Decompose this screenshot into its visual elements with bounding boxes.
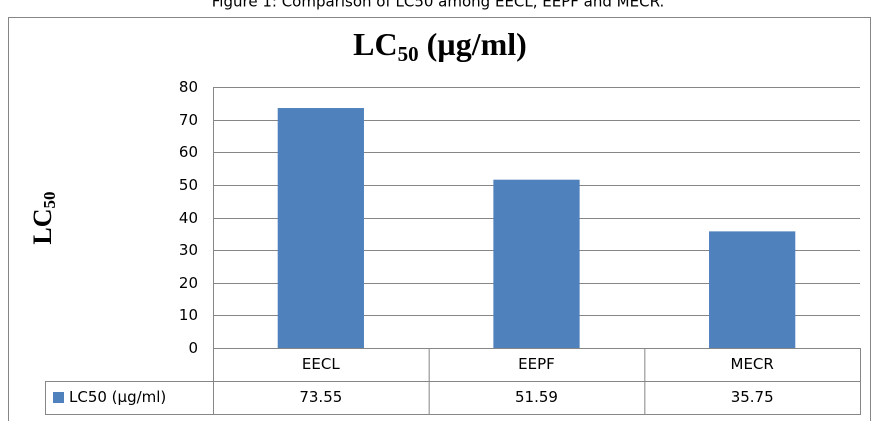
table-value: 35.75 — [731, 388, 774, 406]
table-value: 73.55 — [299, 388, 342, 406]
x-tick-label: EEPF — [518, 355, 555, 373]
y-tick-label: 50 — [179, 176, 198, 194]
legend-swatch — [53, 392, 64, 403]
y-axis-label: LC50 — [28, 191, 59, 244]
x-tick-label: MECR — [731, 355, 774, 373]
y-tick-label: 30 — [179, 241, 198, 259]
table-value: 51.59 — [515, 388, 558, 406]
y-tick-label: 40 — [179, 209, 198, 227]
bar — [493, 179, 580, 348]
y-tick-label: 10 — [179, 306, 198, 324]
x-tick-label: EECL — [302, 355, 340, 373]
y-tick-label: 80 — [179, 78, 198, 96]
title-sub: 50 — [398, 42, 419, 66]
legend-label: LC50 (µg/ml) — [69, 388, 166, 406]
y-label-sub: 50 — [40, 191, 59, 208]
bar — [709, 231, 796, 348]
y-tick-label: 60 — [179, 143, 198, 161]
title-main: LC — [353, 26, 397, 62]
y-tick-label: 0 — [188, 339, 198, 357]
y-tick-label: 70 — [179, 111, 198, 129]
y-tick-label: 20 — [179, 274, 198, 292]
caption: Figure 1: Comparison of LC50 among EECL,… — [212, 0, 664, 11]
chart-title: LC50 (µg/ml) — [353, 26, 527, 65]
title-rest: (µg/ml) — [419, 26, 527, 62]
bar — [277, 108, 364, 348]
y-label-main: LC — [28, 208, 57, 244]
chart-border — [8, 17, 871, 425]
